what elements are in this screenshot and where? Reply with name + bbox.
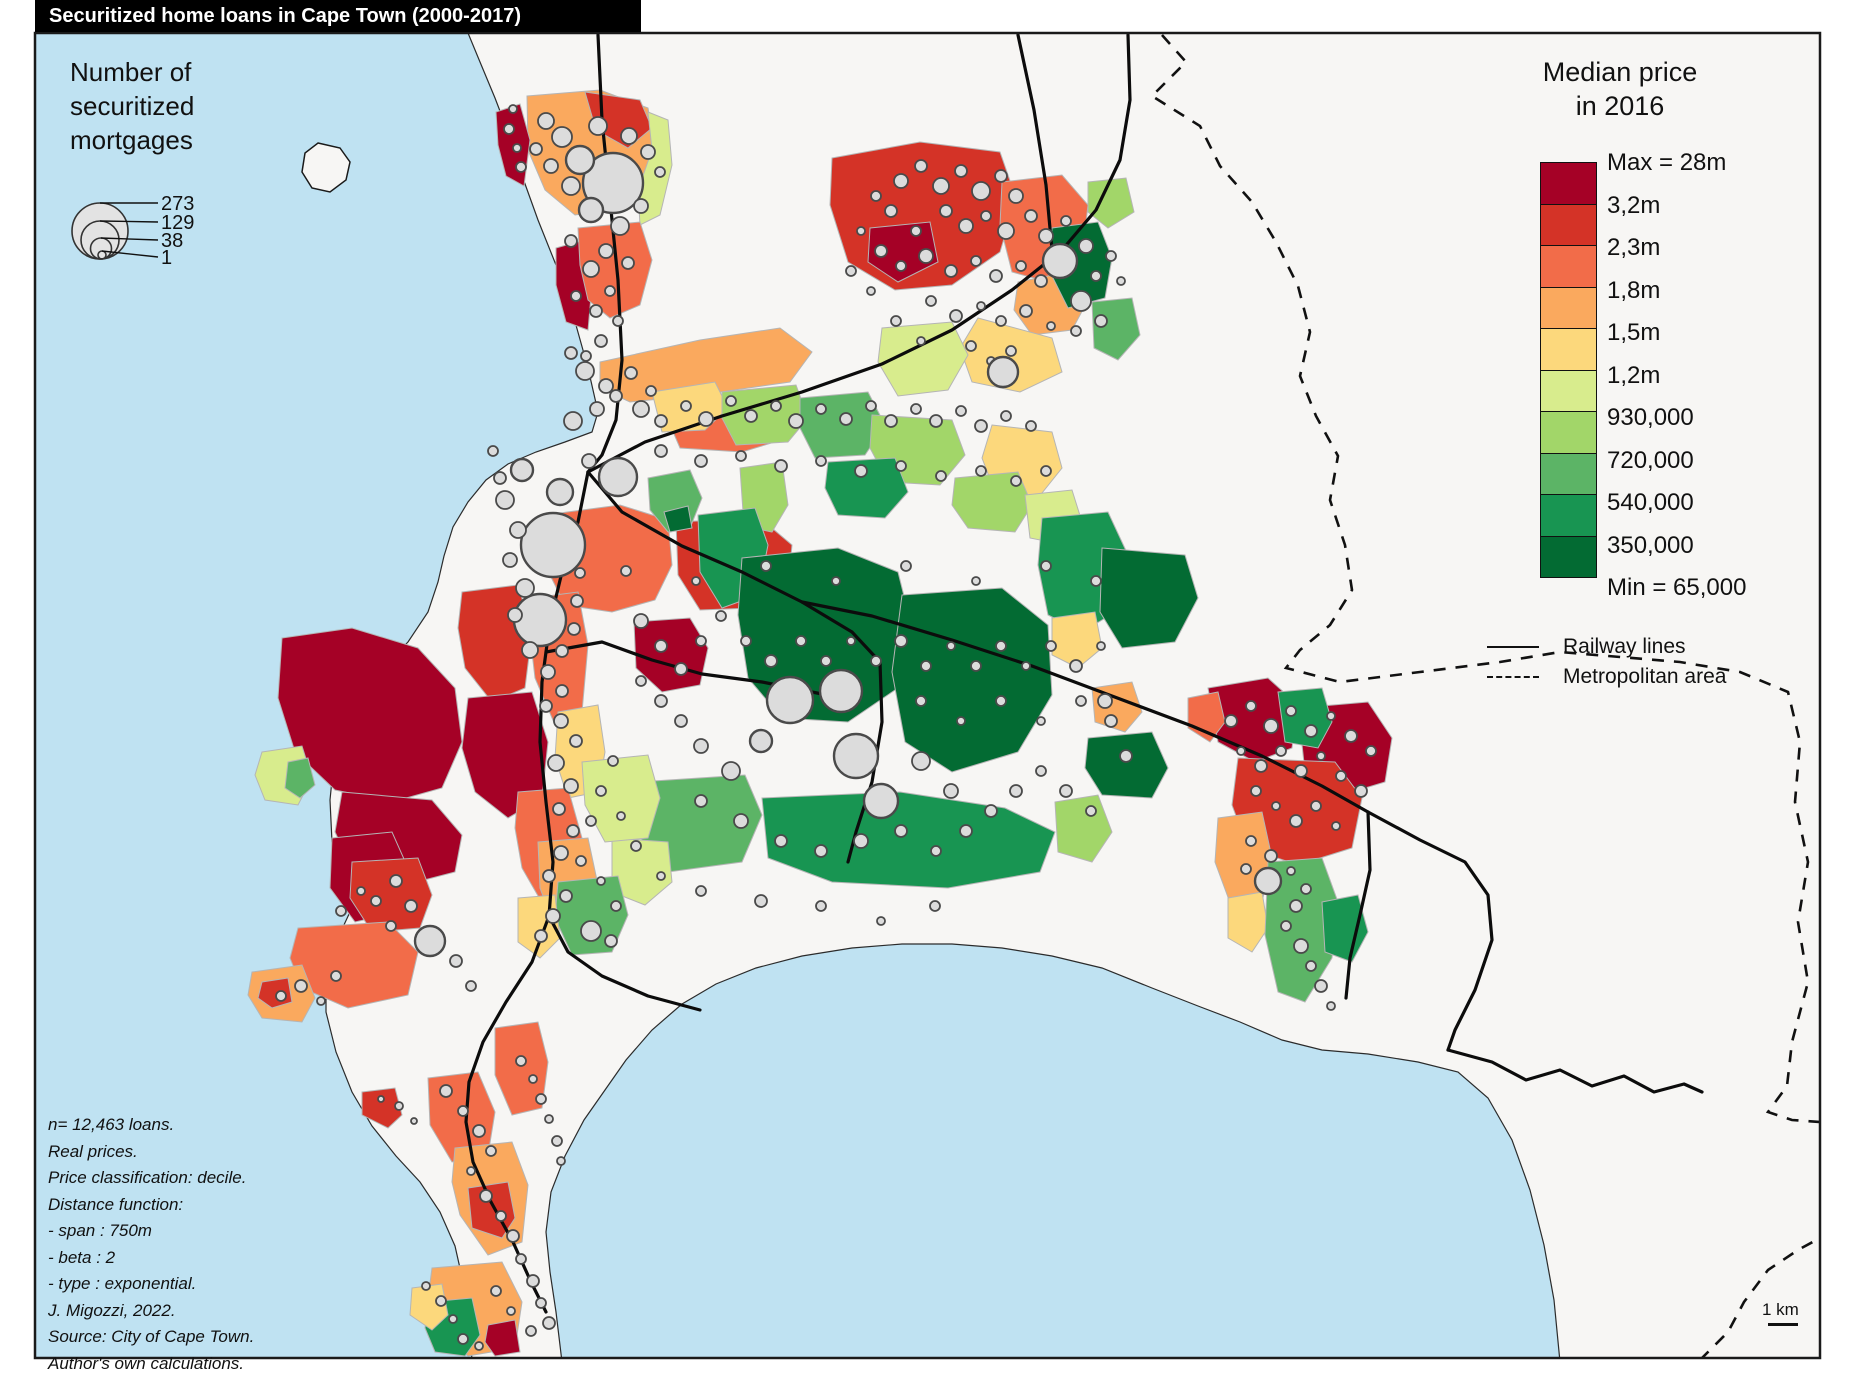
scale-bar: 1 km (1762, 1300, 1799, 1326)
price-swatch (1540, 203, 1597, 246)
metro-legend-label: Metropolitan area (1563, 665, 1727, 688)
price-swatch (1540, 411, 1597, 454)
note-line: Source: City of Cape Town. (48, 1327, 255, 1346)
price-swatch (1540, 535, 1597, 578)
price-label: 930,000 (1607, 404, 1694, 431)
price-swatch (1540, 162, 1597, 205)
size-value-38: 38 (161, 230, 184, 252)
price-label-max: Max = 28m (1607, 149, 1727, 176)
price-label: 1,2m (1607, 361, 1661, 389)
price-color-scale (1540, 162, 1597, 578)
metropolitan-boundary (1149, 34, 1819, 1357)
price-swatch (1540, 328, 1597, 371)
note-line: - beta : 2 (48, 1247, 116, 1267)
note-line: n= 12,463 loans. (48, 1115, 175, 1134)
note-line: Author's own calculations. (48, 1353, 245, 1373)
price-swatch (1540, 245, 1597, 288)
railway-line-sample (1487, 646, 1539, 648)
line-legend: Railway lines Metropolitan area (1487, 632, 1726, 692)
railway-legend-label: Railway lines (1563, 635, 1686, 658)
size-value-129: 129 (161, 212, 195, 234)
price-label-min: Min = 65,000 (1607, 574, 1747, 601)
size-value-1: 1 (161, 247, 173, 269)
size-value-273: 273 (161, 193, 195, 215)
price-label: 540,000 (1607, 489, 1694, 516)
price-legend-title: Median price in 2016 (1542, 57, 1698, 121)
price-label: 720,000 (1607, 446, 1694, 474)
price-swatch (1540, 369, 1597, 412)
note-line: - span : 750m (48, 1221, 152, 1240)
note-line: J. Migozzi, 2022. (48, 1300, 176, 1320)
price-label: 2,3m (1607, 234, 1661, 261)
price-regions (247, 89, 1393, 1357)
methodology-notes: n= 12,463 loans. Real prices. Price clas… (48, 1112, 254, 1377)
price-label: 1,5m (1607, 319, 1661, 346)
robben-island (301, 142, 351, 193)
scale-label: 1 km (1762, 1300, 1799, 1319)
note-line: Distance function: (48, 1194, 184, 1214)
ocean-false-bay (545, 943, 1561, 1357)
metro-line-sample (1487, 676, 1539, 678)
price-label: 1,8m (1607, 276, 1661, 304)
size-legend-title: Number of securitized mortgages (70, 57, 195, 155)
scale-bar-line (1768, 1323, 1798, 1326)
size-legend-circles (71, 202, 159, 260)
price-swatch (1540, 286, 1597, 329)
price-swatch (1540, 452, 1597, 495)
map-frame (33, 31, 1822, 1360)
map-title: Securitized home loans in Cape Town (200… (35, 0, 641, 32)
note-line: - type : exponential. (48, 1274, 197, 1293)
price-label: 3,2m (1607, 191, 1661, 219)
price-label: 350,000 (1607, 531, 1694, 559)
note-line: Real prices. (48, 1141, 138, 1161)
mortgage-circles (275, 104, 1377, 1351)
price-swatch (1540, 494, 1597, 537)
note-line: Price classification: decile. (48, 1168, 247, 1187)
